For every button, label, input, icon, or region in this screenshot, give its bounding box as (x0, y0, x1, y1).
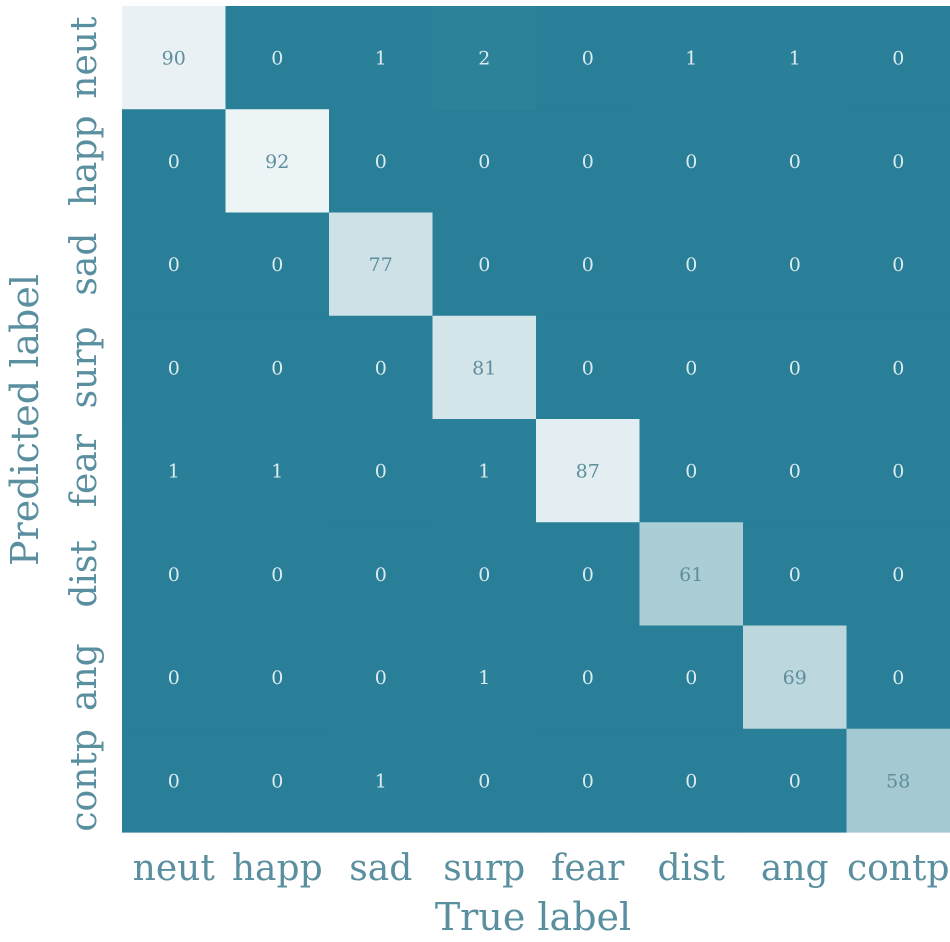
cell-value-label: 0 (685, 667, 697, 689)
y-tick-label-ang: ang (64, 643, 105, 711)
cell-value-label: 0 (375, 461, 387, 483)
cell-value-label: 0 (478, 564, 490, 586)
cell-value-label: 90 (162, 48, 186, 70)
cell-value-label: 1 (375, 48, 387, 70)
y-axis-label: Predicted label (3, 274, 47, 566)
y-tick-label-contp: contp (64, 729, 105, 832)
cell-value-label: 0 (168, 254, 180, 276)
cell-value-label: 0 (582, 770, 594, 792)
cell-value-label: 87 (576, 461, 600, 483)
cell-value-label: 0 (478, 254, 490, 276)
cell-value-label: 0 (168, 667, 180, 689)
cell-value-label: 1 (478, 667, 490, 689)
x-tick-label-sad: sad (349, 848, 412, 889)
cell-value-label: 0 (892, 151, 904, 173)
cell-value-label: 92 (265, 151, 289, 173)
cell-value-label: 0 (271, 357, 283, 379)
cell-value-label: 0 (789, 254, 801, 276)
cell-value-label: 0 (582, 667, 594, 689)
cell-value-label: 2 (478, 48, 490, 70)
cell-value-label: 58 (886, 770, 910, 792)
cell-value-label: 0 (271, 770, 283, 792)
cell-value-label: 0 (582, 151, 594, 173)
cell-value-label: 61 (679, 564, 703, 586)
y-tick-label-neut: neut (64, 16, 105, 99)
cell-value-label: 0 (168, 151, 180, 173)
y-tick-label-happ: happ (64, 116, 105, 207)
cell-value-label: 0 (789, 770, 801, 792)
cell-value-label: 0 (892, 461, 904, 483)
x-tick-label-ang: ang (761, 848, 829, 889)
cell-value-label: 0 (892, 564, 904, 586)
cell-value-label: 0 (685, 151, 697, 173)
x-axis-label: True label (435, 895, 631, 937)
y-tick-labels: neut happ sad surp fear dist ang contp (64, 16, 105, 832)
cell-value-label: 0 (789, 151, 801, 173)
cell-value-label: 0 (892, 357, 904, 379)
y-tick-label-dist: dist (64, 540, 105, 608)
cell-value-label: 1 (789, 48, 801, 70)
cell-value-label: 0 (375, 357, 387, 379)
cell-value-label: 0 (271, 48, 283, 70)
cell-value-label: 0 (789, 357, 801, 379)
cell-value-label: 0 (582, 357, 594, 379)
cell-value-label: 0 (892, 48, 904, 70)
x-tick-label-neut: neut (133, 848, 216, 889)
y-tick-label-surp: surp (64, 326, 105, 408)
x-tick-label-contp: contp (847, 848, 950, 889)
x-tick-label-surp: surp (443, 848, 525, 889)
cell-value-label: 0 (685, 770, 697, 792)
x-tick-label-fear: fear (551, 848, 625, 889)
cell-value-label: 0 (892, 254, 904, 276)
cell-value-label: 1 (271, 461, 283, 483)
y-tick-label-sad: sad (64, 233, 105, 296)
cell-value-label: 0 (685, 461, 697, 483)
cell-value-label: 81 (472, 357, 496, 379)
cell-value-label: 1 (168, 461, 180, 483)
cell-value-label: 1 (478, 461, 490, 483)
cell-value-label: 0 (685, 357, 697, 379)
cell-value-label: 0 (478, 151, 490, 173)
cell-value-label: 0 (375, 667, 387, 689)
x-tick-label-happ: happ (232, 848, 323, 889)
cell-value-label: 1 (375, 770, 387, 792)
cell-value-label: 69 (783, 667, 807, 689)
cell-value-label: 0 (478, 770, 490, 792)
cell-value-label: 0 (168, 564, 180, 586)
cell-value-label: 0 (582, 564, 594, 586)
cell-value-label: 0 (789, 564, 801, 586)
cell-value-label: 0 (168, 357, 180, 379)
cell-value-label: 0 (375, 564, 387, 586)
cell-value-label: 0 (271, 254, 283, 276)
cell-value-label: 0 (271, 667, 283, 689)
cell-value-label: 0 (789, 461, 801, 483)
cell-value-label: 0 (271, 564, 283, 586)
x-tick-label-dist: dist (658, 848, 726, 889)
heatmap-cells: 90 0 1 2 0 1 1 0 0 92 0 0 0 0 0 0 0 0 77 0 0 0 0 0 0 0 0 81 0 0 0 0 1 1 0 1… (122, 6, 950, 833)
cell-value-label: 1 (685, 48, 697, 70)
cell-value-label: 0 (582, 254, 594, 276)
cell-value-label: 0 (892, 667, 904, 689)
cell-value-label: 0 (582, 48, 594, 70)
cell-value-label: 77 (369, 254, 393, 276)
cell-value-label: 0 (685, 254, 697, 276)
cell-value-label: 0 (168, 770, 180, 792)
y-tick-label-fear: fear (64, 433, 105, 507)
cell-value-label: 0 (375, 151, 387, 173)
